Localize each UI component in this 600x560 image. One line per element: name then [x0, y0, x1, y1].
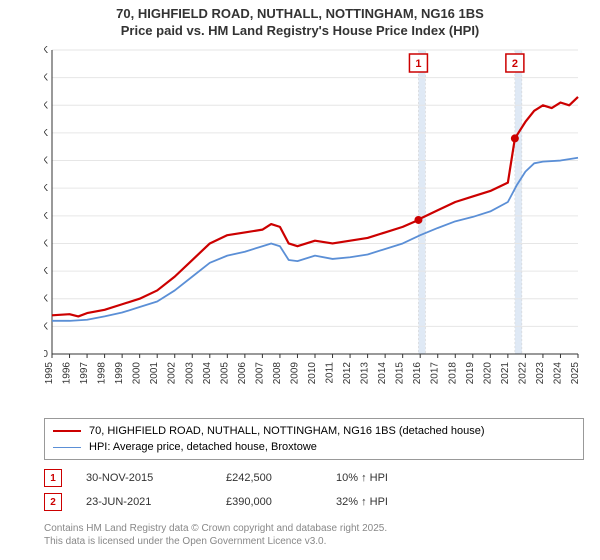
marker-number: 1	[44, 469, 62, 487]
svg-text:£550K: £550K	[44, 45, 48, 56]
svg-text:2003: 2003	[184, 362, 195, 385]
svg-text:2024: 2024	[552, 362, 563, 385]
marker-price: £390,000	[226, 496, 336, 508]
svg-text:1998: 1998	[97, 362, 108, 385]
attribution: Contains HM Land Registry data © Crown c…	[44, 522, 387, 548]
svg-text:2008: 2008	[272, 362, 283, 385]
marker-table: 1 30-NOV-2015 £242,500 10% ↑ HPI 2 23-JU…	[44, 466, 456, 514]
svg-text:2022: 2022	[517, 362, 528, 385]
svg-text:2004: 2004	[202, 362, 213, 385]
attribution-line-2: This data is licensed under the Open Gov…	[44, 535, 387, 548]
svg-text:2021: 2021	[500, 362, 511, 385]
svg-text:2018: 2018	[447, 362, 458, 385]
svg-text:£400K: £400K	[44, 128, 48, 139]
svg-text:2011: 2011	[325, 362, 336, 384]
svg-text:2016: 2016	[412, 362, 423, 385]
svg-text:£450K: £450K	[44, 100, 48, 111]
marker-row-2: 2 23-JUN-2021 £390,000 32% ↑ HPI	[44, 490, 456, 514]
legend-swatch	[53, 447, 81, 448]
svg-text:2019: 2019	[465, 362, 476, 385]
svg-text:2020: 2020	[482, 362, 493, 385]
marker-number: 2	[44, 493, 62, 511]
svg-text:£150K: £150K	[44, 266, 48, 277]
svg-text:2025: 2025	[570, 362, 581, 385]
legend-label: HPI: Average price, detached house, Brox…	[89, 441, 317, 453]
svg-text:2001: 2001	[149, 362, 160, 385]
legend-item-hpi: HPI: Average price, detached house, Brox…	[53, 439, 575, 455]
legend: 70, HIGHFIELD ROAD, NUTHALL, NOTTINGHAM,…	[44, 418, 584, 460]
svg-text:2009: 2009	[289, 362, 300, 385]
title-line-2: Price paid vs. HM Land Registry's House …	[0, 23, 600, 40]
marker-price: £242,500	[226, 472, 336, 484]
marker-pct: 32% ↑ HPI	[336, 496, 456, 508]
svg-text:£500K: £500K	[44, 73, 48, 84]
svg-text:2023: 2023	[535, 362, 546, 385]
price-chart: £0 £50K £100K £150K £200K £250K £300K £350K £400…	[44, 44, 584, 404]
svg-text:1: 1	[415, 58, 421, 70]
svg-text:2017: 2017	[430, 362, 441, 385]
svg-text:2002: 2002	[167, 362, 178, 385]
legend-item-price-paid: 70, HIGHFIELD ROAD, NUTHALL, NOTTINGHAM,…	[53, 423, 575, 439]
svg-text:2010: 2010	[307, 362, 318, 385]
svg-text:2000: 2000	[132, 362, 143, 385]
legend-swatch	[53, 430, 81, 432]
marker-row-1: 1 30-NOV-2015 £242,500 10% ↑ HPI	[44, 466, 456, 490]
svg-text:£50K: £50K	[44, 321, 48, 332]
chart-title: 70, HIGHFIELD ROAD, NUTHALL, NOTTINGHAM,…	[0, 0, 600, 42]
marker-pct: 10% ↑ HPI	[336, 472, 456, 484]
svg-text:£200K: £200K	[44, 238, 48, 249]
svg-text:2014: 2014	[377, 362, 388, 385]
svg-text:2013: 2013	[360, 362, 371, 385]
svg-text:£250K: £250K	[44, 211, 48, 222]
svg-text:£350K: £350K	[44, 156, 48, 167]
svg-text:2005: 2005	[219, 362, 230, 385]
svg-text:£300K: £300K	[44, 183, 48, 194]
legend-label: 70, HIGHFIELD ROAD, NUTHALL, NOTTINGHAM,…	[89, 425, 485, 437]
svg-text:1996: 1996	[62, 362, 73, 385]
svg-text:2012: 2012	[342, 362, 353, 385]
marker-date: 23-JUN-2021	[86, 496, 226, 508]
svg-text:2015: 2015	[395, 362, 406, 385]
marker-date: 30-NOV-2015	[86, 472, 226, 484]
svg-text:2: 2	[512, 58, 518, 70]
svg-text:£100K: £100K	[44, 294, 48, 305]
svg-text:1997: 1997	[79, 362, 90, 385]
svg-text:2007: 2007	[254, 362, 265, 385]
svg-text:1995: 1995	[44, 362, 55, 385]
svg-text:2006: 2006	[237, 362, 248, 385]
svg-text:£0: £0	[44, 349, 48, 360]
svg-text:1999: 1999	[114, 362, 125, 385]
attribution-line-1: Contains HM Land Registry data © Crown c…	[44, 522, 387, 535]
title-line-1: 70, HIGHFIELD ROAD, NUTHALL, NOTTINGHAM,…	[0, 6, 600, 23]
